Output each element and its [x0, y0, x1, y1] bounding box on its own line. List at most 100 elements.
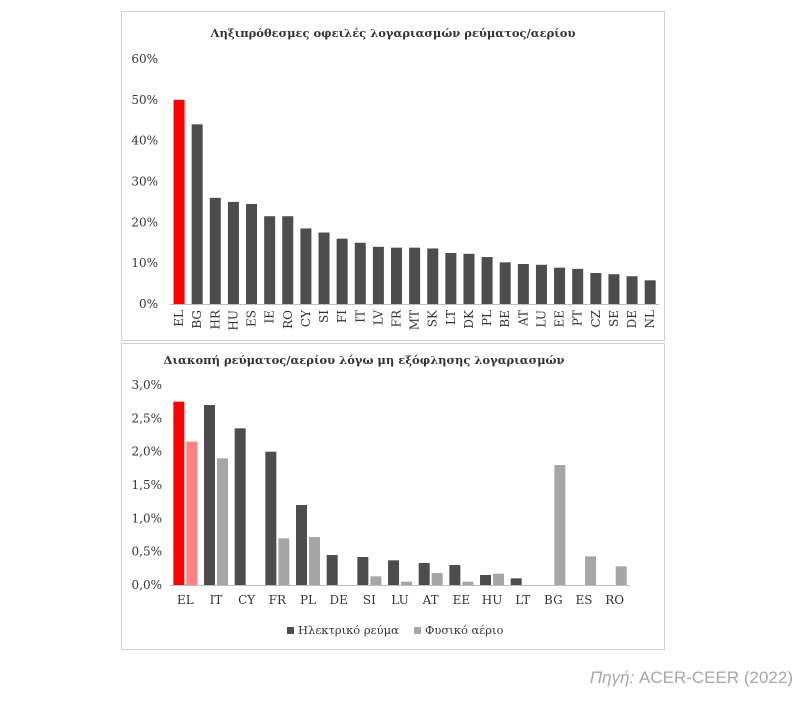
- x-tick-label: FI: [335, 310, 349, 323]
- x-tick-label: DE: [329, 593, 347, 607]
- bar-be: [499, 262, 511, 304]
- bar-it: [354, 242, 366, 304]
- bar-fi: [336, 238, 348, 304]
- y-tick-label: 50%: [131, 93, 158, 107]
- bar-lt: [445, 252, 457, 304]
- bar-es-gas: [585, 556, 597, 585]
- bar-fr: [391, 247, 402, 304]
- y-tick-label: 0%: [139, 297, 158, 311]
- x-tick-label: PL: [480, 310, 494, 326]
- x-tick-label: CZ: [589, 310, 603, 328]
- bar-ee-gas: [462, 581, 474, 585]
- x-tick-label: SE: [607, 310, 621, 327]
- bar-es: [246, 203, 258, 304]
- x-tick-label: EL: [177, 593, 194, 607]
- bar-mt: [409, 247, 421, 304]
- x-tick-label: SI: [363, 593, 376, 607]
- disconnection-chart-title: Διακοπή ρεύματος/αερίου λόγω μη εξόφληση…: [164, 353, 565, 367]
- bar-at: [517, 263, 529, 304]
- x-tick-label: IT: [210, 593, 223, 607]
- x-tick-label: HU: [482, 593, 503, 607]
- source-text: ACER-CEER (2022): [639, 668, 793, 687]
- bar-hu-electricity: [480, 575, 492, 585]
- x-tick-label: HR: [208, 309, 222, 329]
- bar-fr-electricity: [265, 451, 277, 585]
- x-tick-label: LU: [391, 593, 408, 607]
- bar-si: [318, 232, 330, 304]
- bar-pt: [572, 268, 584, 304]
- bar-it-gas: [217, 458, 229, 585]
- x-tick-label: NL: [643, 310, 657, 329]
- bar-ee-electricity: [449, 565, 461, 585]
- bar-si-gas: [370, 576, 382, 585]
- y-tick-label: 3,0%: [132, 378, 163, 392]
- bar-hu: [227, 201, 239, 304]
- bar-lu-gas: [401, 581, 413, 585]
- bar-ro: [282, 216, 294, 304]
- bar-fr-gas: [278, 538, 290, 585]
- bar-ro-gas: [615, 566, 627, 585]
- legend-label-electricity: Ηλεκτρικό ρεύμα: [298, 623, 399, 637]
- x-tick-label: LT: [515, 593, 530, 607]
- x-tick-label: SK: [426, 309, 440, 327]
- x-tick-label: BG: [544, 593, 563, 607]
- bar-ee: [554, 267, 566, 304]
- x-tick-label: ES: [576, 593, 593, 607]
- bar-at-electricity: [418, 563, 430, 585]
- y-tick-label: 20%: [131, 215, 158, 229]
- bar-pl: [481, 257, 493, 304]
- y-tick-label: 1,5%: [132, 478, 163, 492]
- y-tick-label: 0,0%: [132, 578, 163, 592]
- disconnection-chart-panel: Διακοπή ρεύματος/αερίου λόγω μη εξόφληση…: [121, 343, 665, 650]
- x-tick-label: HU: [226, 310, 240, 331]
- y-tick-label: 30%: [131, 175, 158, 189]
- arrears-chart-title: Ληξιπρόθεσμες οφειλές λογαριασμών ρεύματ…: [210, 26, 576, 40]
- bar-el-gas: [186, 441, 198, 585]
- bar-de-electricity: [326, 555, 338, 585]
- x-tick-label: LT: [444, 310, 458, 325]
- x-tick-label: LU: [534, 310, 548, 327]
- bar-cz: [590, 272, 602, 304]
- y-tick-label: 2,0%: [132, 445, 163, 459]
- x-tick-label: SI: [317, 310, 331, 323]
- x-tick-label: FR: [269, 593, 287, 607]
- bar-hu-gas: [493, 573, 505, 585]
- bar-de: [626, 276, 638, 304]
- x-tick-label: FR: [390, 309, 404, 327]
- x-tick-label: RO: [281, 310, 295, 329]
- bar-cy: [300, 228, 312, 304]
- bar-pl-electricity: [296, 505, 308, 585]
- y-tick-label: 0,5%: [132, 545, 163, 559]
- bar-it-electricity: [204, 405, 216, 585]
- legend-swatch-electricity: [287, 627, 294, 634]
- x-tick-label: CY: [299, 309, 313, 327]
- arrears-chart-panel: Ληξιπρόθεσμες οφειλές λογαριασμών ρεύματ…: [121, 11, 665, 341]
- source-prefix: Πηγή:: [589, 668, 635, 687]
- bar-lu-electricity: [388, 560, 400, 585]
- bar-lv: [372, 246, 384, 304]
- x-tick-label: IE: [263, 310, 277, 324]
- x-tick-label: DE: [625, 310, 639, 328]
- y-tick-label: 1,0%: [132, 511, 163, 525]
- source-note: Πηγή: ACER-CEER (2022): [560, 668, 793, 688]
- bar-cy-electricity: [234, 428, 246, 585]
- bar-lu: [535, 264, 547, 304]
- bar-dk: [463, 253, 475, 304]
- x-tick-label: PL: [300, 593, 316, 607]
- bar-si-electricity: [357, 557, 369, 585]
- disconnection-bar-chart: Διακοπή ρεύματος/αερίου λόγω μη εξόφληση…: [132, 353, 631, 637]
- x-tick-label: MT: [408, 310, 422, 330]
- x-tick-label: DK: [462, 309, 476, 329]
- bar-bg: [191, 124, 203, 304]
- x-tick-label: ES: [245, 310, 259, 327]
- legend-label-gas: Φυσικό αέριο: [425, 623, 504, 637]
- x-tick-label: CY: [238, 593, 256, 607]
- bar-at-gas: [431, 573, 443, 585]
- bar-nl: [644, 280, 656, 304]
- bar-el-electricity: [173, 401, 185, 585]
- bar-se: [608, 274, 620, 304]
- x-tick-label: IT: [353, 310, 367, 323]
- bar-sk: [427, 248, 439, 304]
- bar-ie: [264, 216, 276, 304]
- bar-bg-gas: [554, 465, 566, 585]
